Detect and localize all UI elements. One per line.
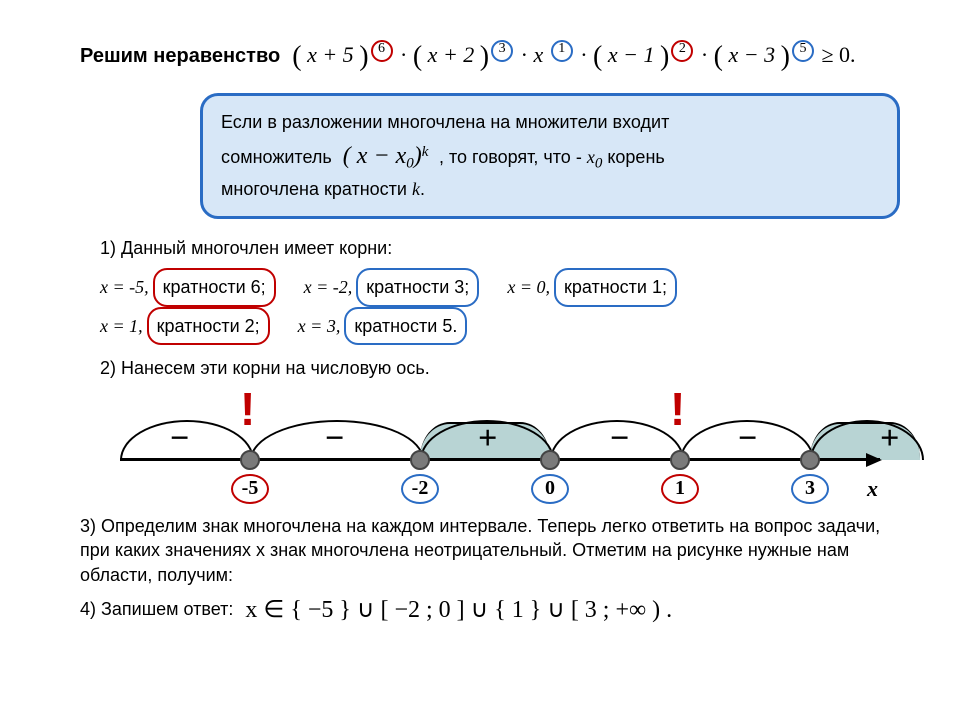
step-3: 3) Определим знак многочлена на каждом и… bbox=[80, 514, 900, 587]
exponent-badge: 5 bbox=[792, 40, 814, 62]
multiplicity-pill: кратности 1; bbox=[554, 268, 677, 306]
axis-point bbox=[800, 450, 820, 470]
step-1: 1) Данный многочлен имеет корни: bbox=[100, 235, 900, 262]
number-line: x −−+−−+-5!-201!3 bbox=[120, 392, 880, 512]
rule-line2: сомножитель ( x − x0)k , то говорят, что… bbox=[221, 137, 879, 176]
axis-tick-label: -5 bbox=[231, 474, 269, 504]
interval-sign: − bbox=[325, 420, 344, 458]
axis-point bbox=[670, 450, 690, 470]
multiplicity-pill: кратности 2; bbox=[147, 307, 270, 345]
rule-line3: многочлена кратности k. bbox=[221, 175, 879, 204]
axis-tick-label: 0 bbox=[531, 474, 569, 504]
root-value: x = 3, bbox=[298, 316, 341, 336]
axis-tick-label: -2 bbox=[401, 474, 439, 504]
root-value: x = 0, bbox=[507, 277, 550, 297]
rule-factor: ( x − x0)k bbox=[343, 147, 433, 167]
exclamation-icon: ! bbox=[670, 382, 685, 436]
multiplicity-pill: кратности 3; bbox=[356, 268, 479, 306]
step-4-row: 4) Запишем ответ: x ∈ { −5 } ∪ [ −2 ; 0 … bbox=[80, 595, 900, 624]
page-title: Решим неравенство bbox=[80, 45, 280, 68]
exponent-badge: 3 bbox=[491, 40, 513, 62]
interval-sign: + bbox=[478, 420, 497, 458]
interval-sign: + bbox=[880, 420, 899, 458]
multiplicity-pill: кратности 6; bbox=[153, 268, 276, 306]
inequality-formula: ( x + 5 )6 · ( x + 2 )3 · x 1 · ( x − 1 … bbox=[292, 40, 855, 73]
step-4-label: 4) Запишем ответ: bbox=[80, 596, 233, 623]
exclamation-icon: ! bbox=[240, 382, 255, 436]
axis-tick-label: 3 bbox=[791, 474, 829, 504]
root-value: x = -5, bbox=[100, 277, 149, 297]
exponent-badge: 1 bbox=[551, 40, 573, 62]
answer-expression: x ∈ { −5 } ∪ [ −2 ; 0 ] ∪ { 1 } ∪ [ 3 ; … bbox=[245, 595, 672, 624]
axis-point bbox=[240, 450, 260, 470]
exponent-badge: 6 bbox=[371, 40, 393, 62]
axis-label-x: x bbox=[867, 476, 878, 502]
step-2: 2) Нанесем эти корни на числовую ось. bbox=[100, 355, 900, 382]
root-value: x = 1, bbox=[100, 316, 143, 336]
interval-sign: − bbox=[738, 420, 757, 458]
interval-sign: − bbox=[170, 420, 189, 458]
rule-box: Если в разложении многочлена на множител… bbox=[200, 93, 900, 219]
axis-tick-label: 1 bbox=[661, 474, 699, 504]
axis-point bbox=[410, 450, 430, 470]
axis-point bbox=[540, 450, 560, 470]
title-row: Решим неравенство ( x + 5 )6 · ( x + 2 )… bbox=[80, 40, 900, 73]
roots-block: x = -5,кратности 6; x = -2,кратности 3; x … bbox=[100, 268, 900, 345]
root-value: x = -2, bbox=[304, 277, 353, 297]
multiplicity-pill: кратности 5. bbox=[344, 307, 467, 345]
exponent-badge: 2 bbox=[671, 40, 693, 62]
rule-line1: Если в разложении многочлена на множител… bbox=[221, 108, 879, 137]
interval-sign: − bbox=[610, 420, 629, 458]
